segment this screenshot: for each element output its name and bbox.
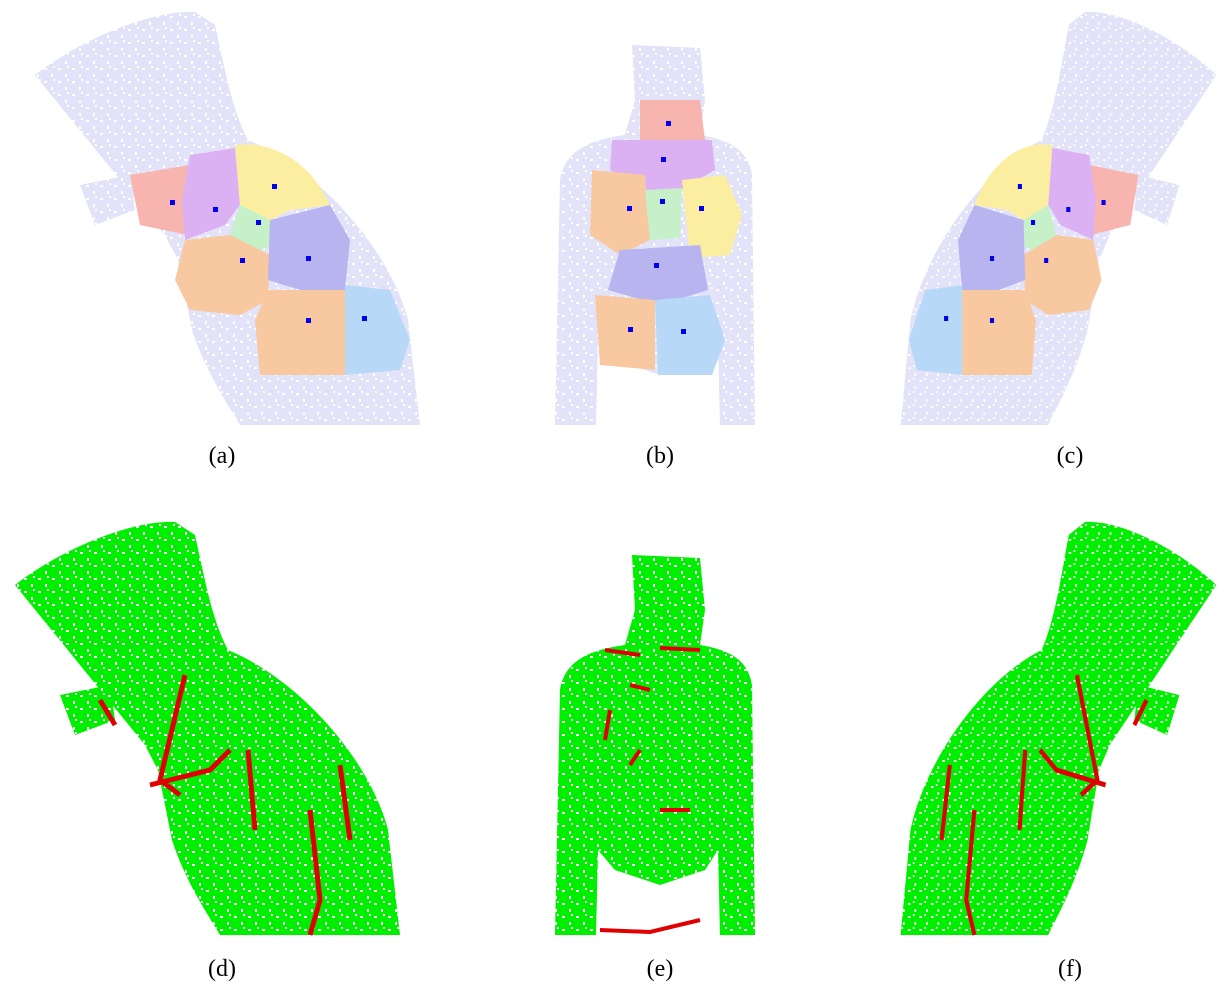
caption: (b) <box>646 443 674 469</box>
panel-a <box>35 12 420 425</box>
panel-c <box>901 12 1217 425</box>
caption: (c) <box>1057 443 1084 469</box>
figure: (a) (b) (c) (d) (e) (f) <box>0 0 1225 990</box>
panel-d <box>15 522 400 935</box>
caption: (f) <box>1058 956 1082 982</box>
panel-f <box>901 522 1217 935</box>
panel-e <box>555 555 755 935</box>
caption: (e) <box>647 956 674 982</box>
caption: (a) <box>209 443 236 469</box>
caption: (d) <box>208 956 236 982</box>
panel-b <box>555 45 755 425</box>
